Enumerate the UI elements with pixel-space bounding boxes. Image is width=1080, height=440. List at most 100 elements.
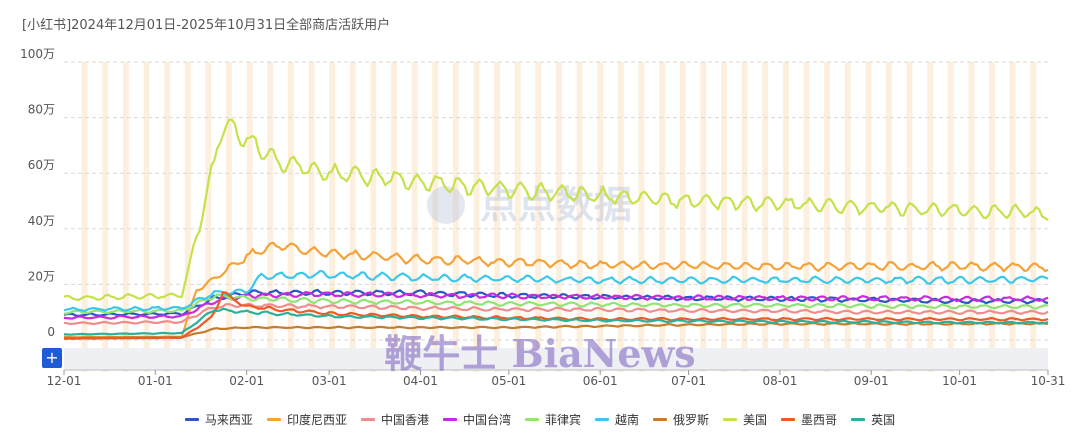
weekend-band — [205, 62, 212, 372]
series-line — [63, 302, 1049, 326]
legend-swatch — [781, 418, 796, 421]
weekend-band — [762, 62, 769, 372]
legend-swatch — [851, 418, 866, 421]
weekend-band — [122, 62, 129, 372]
weekend-band — [81, 62, 88, 372]
weekend-band — [741, 62, 748, 372]
x-tick-label: 10-01 — [942, 374, 977, 388]
legend: 马来西亚 印度尼西亚 中国香港 中国台湾 菲律宾 越南 俄罗斯 美国 墨西哥 英国 — [0, 411, 1080, 428]
weekend-band — [927, 62, 934, 372]
legend-swatch — [723, 418, 738, 421]
legend-label: 越南 — [615, 413, 640, 427]
weekend-band — [659, 62, 666, 372]
weekend-band — [782, 62, 789, 372]
weekend-band — [432, 62, 439, 372]
legend-label: 中国香港 — [380, 413, 429, 427]
series-line — [63, 321, 1049, 339]
legend-swatch — [595, 418, 609, 421]
legend-item[interactable]: 英国 — [851, 411, 895, 428]
x-tick-label: 06-01 — [583, 374, 618, 388]
x-tick-label: 10-31 — [1031, 374, 1066, 388]
watermark-center: 点点数据 — [480, 183, 632, 227]
weekend-band — [700, 62, 707, 372]
x-tick-label: 04-01 — [403, 374, 438, 388]
weekend-band — [1030, 62, 1037, 372]
legend-label: 菲律宾 — [544, 413, 581, 427]
legend-item[interactable]: 马来西亚 — [184, 411, 253, 428]
legend-swatch — [442, 418, 457, 421]
legend-item[interactable]: 越南 — [595, 411, 639, 428]
series-line — [63, 241, 1049, 339]
weekend-band — [102, 62, 109, 372]
legend-item[interactable]: 中国香港 — [360, 411, 429, 428]
weekend-band — [184, 62, 191, 372]
zoom-button[interactable]: + — [42, 348, 62, 368]
x-tick-label: 07-01 — [671, 374, 706, 388]
weekend-band — [411, 62, 418, 372]
x-tick-label: 05-01 — [491, 374, 526, 388]
weekend-band — [865, 62, 872, 372]
weekend-band — [824, 62, 830, 372]
weekend-band — [329, 62, 336, 372]
weekend-band — [391, 62, 397, 372]
y-tick-label: 40万 — [28, 214, 55, 228]
weekend-band — [287, 62, 294, 372]
weekend-band — [535, 62, 542, 372]
chart-title: [小红书]2024年12月01日-2025年10月31日全部商店活跃用户 — [22, 18, 391, 33]
legend-label: 美国 — [743, 413, 768, 427]
legend-item[interactable]: 美国 — [723, 411, 767, 428]
legend-label: 印度尼西亚 — [286, 413, 347, 427]
legend-label: 英国 — [871, 413, 896, 427]
series-line — [63, 293, 1049, 315]
weekend-band — [514, 62, 521, 372]
legend-item[interactable]: 俄罗斯 — [653, 411, 709, 428]
legend-swatch — [653, 418, 668, 421]
weekend-band — [143, 62, 150, 372]
legend-item[interactable]: 中国台湾 — [442, 411, 511, 428]
weekend-band — [844, 62, 851, 372]
weekend-band — [349, 62, 356, 372]
weekend-band — [267, 62, 274, 372]
weekend-band — [576, 62, 583, 372]
weekend-band — [617, 62, 624, 372]
weekend-band — [989, 62, 995, 372]
weekend-band — [968, 62, 975, 372]
y-tick-label: 0 — [47, 325, 55, 339]
weekend-band — [226, 62, 232, 372]
y-tick-label: 60万 — [28, 158, 55, 172]
weekend-band — [638, 62, 645, 372]
legend-swatch — [524, 418, 539, 421]
weekend-band — [885, 62, 892, 372]
y-tick-label: 80万 — [28, 103, 55, 117]
weekend-band — [308, 62, 315, 372]
weekend-band — [494, 62, 501, 372]
series-line — [64, 307, 1049, 336]
legend-item[interactable]: 印度尼西亚 — [266, 411, 347, 428]
weekend-band — [1009, 62, 1016, 372]
weekend-band — [452, 62, 459, 372]
legend-item[interactable]: 墨西哥 — [781, 411, 837, 428]
weekend-band — [947, 62, 954, 372]
legend-label: 俄罗斯 — [673, 413, 710, 427]
legend-item[interactable]: 菲律宾 — [524, 411, 581, 428]
zoom-slider-track — [64, 348, 1048, 370]
y-tick-label: 100万 — [20, 47, 55, 61]
legend-swatch — [360, 418, 375, 421]
watermark-logo-icon — [427, 186, 465, 224]
weekend-band — [803, 62, 810, 372]
legend-swatch — [184, 418, 199, 421]
x-tick-label: 08-01 — [762, 374, 797, 388]
series-line — [63, 118, 1049, 302]
x-tick-label: 03-01 — [312, 374, 347, 388]
weekend-band — [164, 62, 171, 372]
weekend-band — [679, 62, 686, 372]
weekend-band — [246, 62, 253, 372]
x-tick-label: 12-01 — [47, 374, 82, 388]
weekend-band — [597, 62, 604, 372]
legend-label: 中国台湾 — [462, 413, 511, 427]
y-tick-label: 20万 — [28, 269, 55, 283]
watermark-bottom: 鞭牛士 BiaNews — [384, 331, 695, 376]
x-tick-label: 09-01 — [854, 374, 889, 388]
weekend-band — [720, 62, 727, 372]
